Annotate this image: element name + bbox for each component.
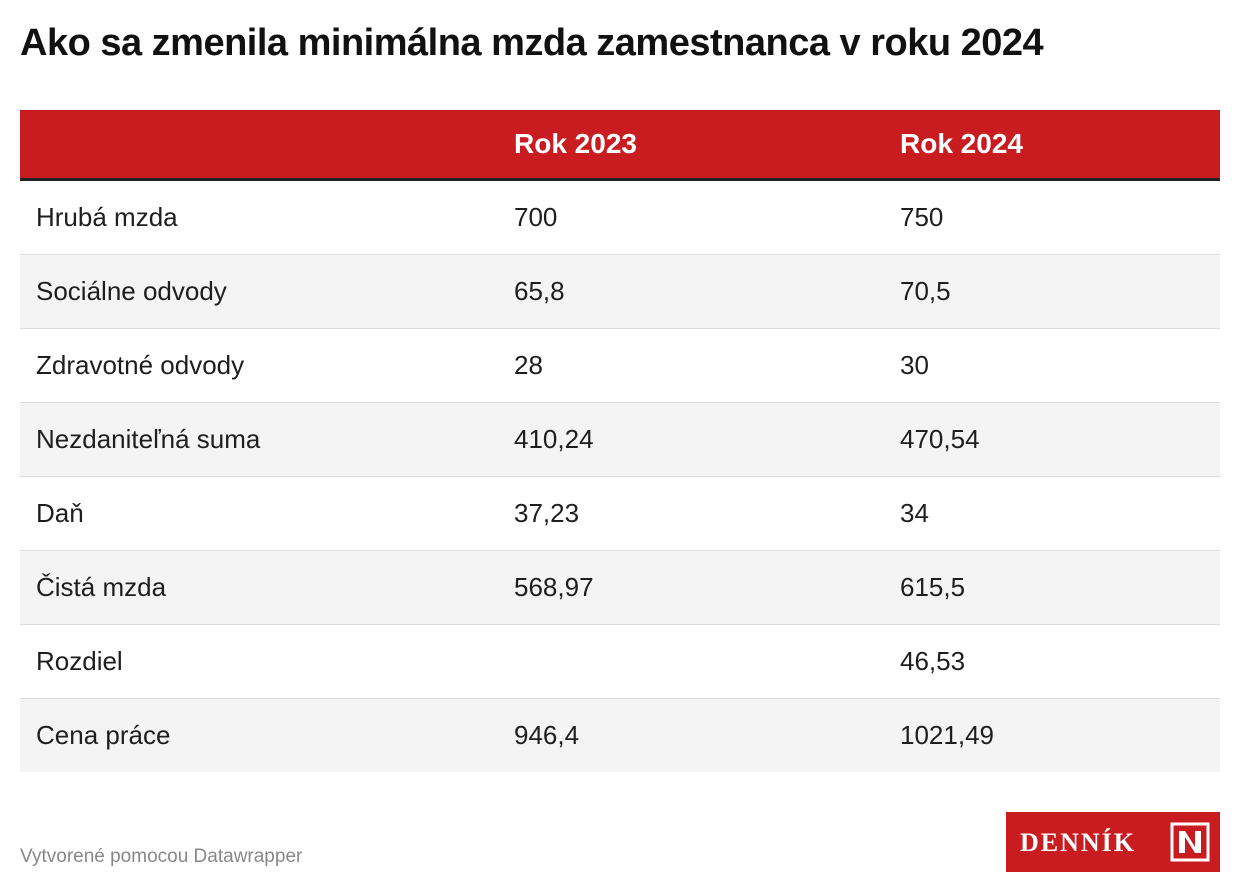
row-label: Nezdaniteľná suma <box>36 424 261 454</box>
cell-2023: 946,4 <box>514 720 580 750</box>
data-table: Rok 2023 Rok 2024 Hrubá mzda 700 750 Soc… <box>20 110 1220 772</box>
cell-2024: 615,5 <box>900 572 966 602</box>
cell-2024: 30 <box>900 350 929 380</box>
cell-2024: 1021,49 <box>900 720 994 750</box>
table-row: Nezdaniteľná suma 410,24 470,54 <box>20 403 1220 477</box>
table-row: Rozdiel 46,53 <box>20 625 1220 699</box>
datawrapper-credit[interactable]: Vytvorené pomocou Datawrapper <box>20 846 303 867</box>
cell-2024: 470,54 <box>900 424 980 454</box>
cell-2024: 750 <box>900 202 944 232</box>
cell-2023: 568,97 <box>514 572 594 602</box>
row-label: Rozdiel <box>36 646 123 676</box>
row-label: Sociálne odvody <box>36 276 227 306</box>
cell-2023: 28 <box>514 350 543 380</box>
table-header: Rok 2023 Rok 2024 <box>20 110 1220 181</box>
row-label: Zdravotné odvody <box>36 350 245 380</box>
chart-title: Ako sa zmenila minimálna mzda zamestnanc… <box>20 22 1044 64</box>
cell-2024: 46,53 <box>900 646 966 676</box>
table-row: Cena práce 946,4 1021,49 <box>20 699 1220 772</box>
cell-2024: 70,5 <box>900 276 951 306</box>
cell-2023: 65,8 <box>514 276 565 306</box>
cell-2024: 34 <box>900 498 929 528</box>
row-label: Čistá mzda <box>36 572 167 602</box>
cell-2023: 700 <box>514 202 558 232</box>
dennik-n-logo[interactable]: DENNÍK <box>1006 812 1220 872</box>
column-header-2023: Rok 2023 <box>514 128 637 159</box>
table-row: Daň 37,23 34 <box>20 477 1220 551</box>
row-label: Cena práce <box>36 720 171 750</box>
table-row: Čistá mzda 568,97 615,5 <box>20 551 1220 625</box>
logo-text: DENNÍK <box>1020 828 1137 857</box>
cell-2023: 410,24 <box>514 424 594 454</box>
table-row: Hrubá mzda 700 750 <box>20 181 1220 255</box>
row-label: Hrubá mzda <box>36 202 178 232</box>
column-header-2024: Rok 2024 <box>900 128 1023 159</box>
table-row: Zdravotné odvody 28 30 <box>20 329 1220 403</box>
row-label: Daň <box>36 498 84 528</box>
cell-2023: 37,23 <box>514 498 580 528</box>
table-row: Sociálne odvody 65,8 70,5 <box>20 255 1220 329</box>
denník-n-icon <box>1170 822 1210 862</box>
